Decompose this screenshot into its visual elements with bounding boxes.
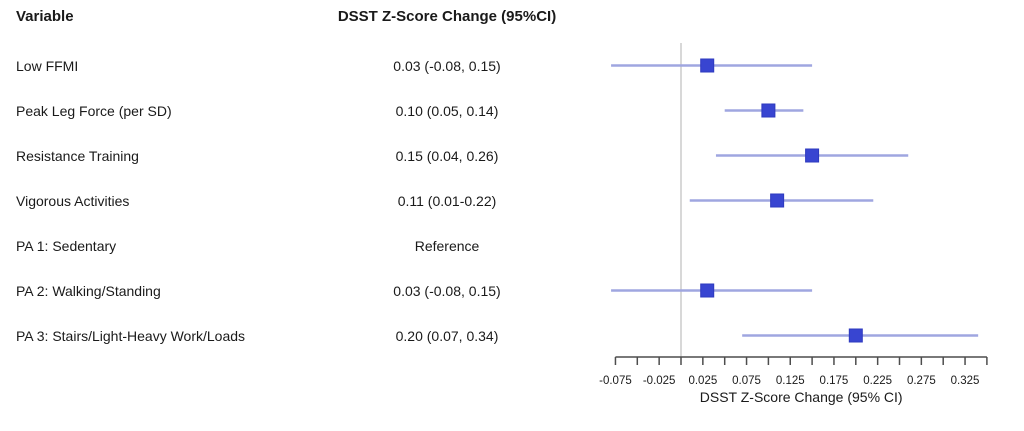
x-axis-tick-label: -0.025 (643, 375, 676, 387)
point-estimate-marker (761, 103, 776, 118)
row-variable-label: Peak Leg Force (per SD) (16, 102, 172, 119)
x-axis-tick-label: 0.125 (776, 375, 805, 387)
row-estimate-value: 0.03 (-0.08, 0.15) (393, 57, 501, 74)
row-variable-label: PA 1: Sedentary (16, 237, 117, 254)
row-variable-label: PA 2: Walking/Standing (16, 282, 161, 299)
column-header-estimate: DSST Z-Score Change (95%CI) (337, 8, 557, 25)
row-estimate-value: 0.10 (0.05, 0.14) (395, 102, 499, 119)
row-estimate-value: Reference (414, 237, 480, 254)
point-estimate-marker (848, 328, 863, 343)
point-estimate-marker (700, 58, 715, 73)
point-estimate-marker (770, 193, 785, 208)
table-row: Low FFMI 0.03 (-0.08, 0.15) (0, 56, 600, 76)
row-variable-label: Low FFMI (16, 57, 79, 74)
table-row: Peak Leg Force (per SD) 0.10 (0.05, 0.14) (0, 101, 600, 121)
x-axis-tick-label: 0.275 (907, 375, 936, 387)
x-axis-tick-label: 0.325 (951, 375, 980, 387)
row-variable-label: Vigorous Activities (16, 192, 130, 209)
row-estimate-value: 0.03 (-0.08, 0.15) (393, 282, 501, 299)
column-header-variable: Variable (16, 8, 74, 25)
table-row: PA 3: Stairs/Light-Heavy Work/Loads 0.20 … (0, 326, 600, 346)
table-row: PA 2: Walking/Standing 0.03 (-0.08, 0.15) (0, 281, 600, 301)
row-estimate-value: 0.15 (0.04, 0.26) (395, 147, 499, 164)
row-variable-label: PA 3: Stairs/Light-Heavy Work/Loads (16, 327, 246, 344)
x-axis-tick-label: 0.025 (688, 375, 717, 387)
x-axis-title: DSST Z-Score Change (95% CI) (700, 389, 903, 405)
row-estimate-value: 0.11 (0.01-0.22) (397, 192, 497, 209)
point-estimate-marker (805, 148, 820, 163)
row-estimate-value: 0.20 (0.07, 0.34) (395, 327, 499, 344)
x-axis-tick-label: 0.175 (820, 375, 849, 387)
row-variable-label: Resistance Training (16, 147, 139, 164)
x-axis-tick-label: 0.225 (863, 375, 892, 387)
table-row: Resistance Training 0.15 (0.04, 0.26) (0, 146, 600, 166)
x-axis-tick-label: 0.075 (732, 375, 761, 387)
table-row: PA 1: Sedentary Reference (0, 236, 600, 256)
x-axis-tick-label: -0.075 (599, 375, 632, 387)
table-row: Vigorous Activities 0.11 (0.01-0.22) (0, 191, 600, 211)
point-estimate-marker (700, 283, 715, 298)
